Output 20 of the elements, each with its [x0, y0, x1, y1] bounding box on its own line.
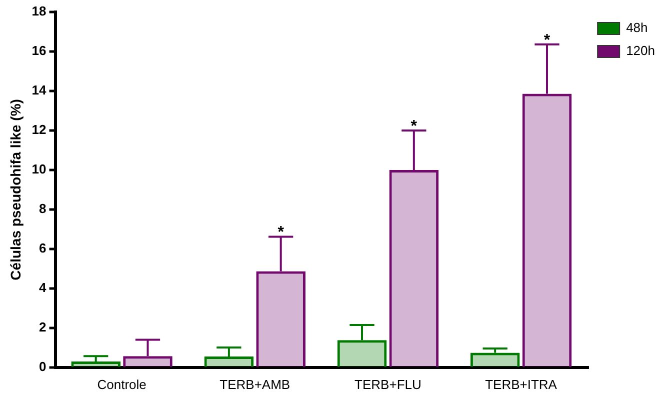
x-tick-label: TERB+ITRA: [485, 376, 558, 392]
y-tick-label: 0: [39, 358, 46, 374]
annotation: *: [544, 32, 551, 49]
y-tick-label: 6: [39, 240, 46, 256]
x-tick-label: TERB+AMB: [220, 376, 290, 392]
x-tick-label: TERB+FLU: [354, 376, 422, 392]
x-tick-label: Controle: [97, 376, 146, 392]
annotation: *: [410, 118, 418, 135]
y-tick-label: 8: [39, 201, 46, 216]
y-tick-label: 14: [32, 82, 48, 98]
y-tick-label: 10: [32, 162, 46, 177]
y-tick-label: 12: [32, 122, 46, 138]
legend-label: 120h: [626, 43, 655, 58]
legend-label: 48h: [626, 20, 648, 36]
y-axis-title: Células pseudohifa like (%): [7, 99, 24, 280]
annotation: *: [278, 224, 285, 242]
y-tick-label: 2: [39, 319, 46, 334]
y-tick-label: 16: [32, 43, 46, 58]
y-tick-label: 4: [39, 280, 48, 295]
y-tick-label: 18: [32, 4, 46, 19]
